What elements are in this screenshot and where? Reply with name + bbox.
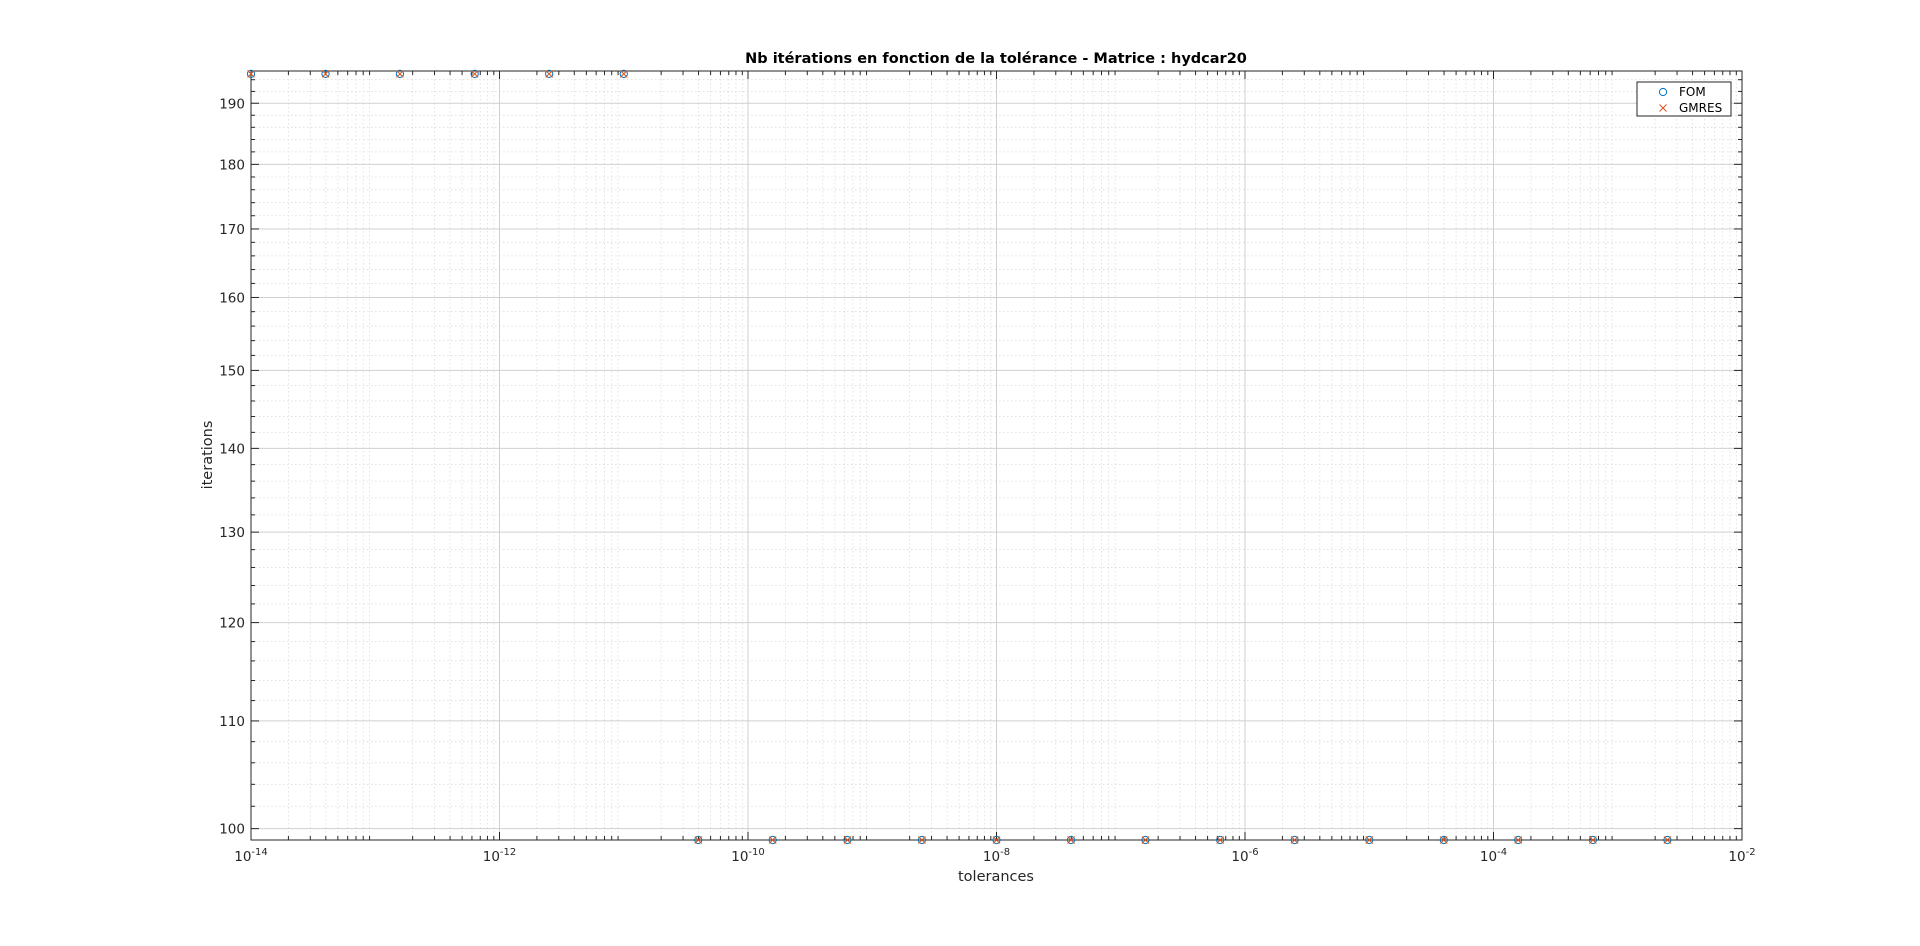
data-point-fom-circle (1588, 835, 1598, 845)
data-point-gmres-cross (619, 70, 628, 78)
data-point-gmres-cross (768, 836, 777, 844)
data-point-fom-circle (246, 69, 256, 78)
data-point-gmres-cross (1290, 836, 1299, 844)
y-tick-label: 140 (219, 441, 245, 457)
y-tick-label: 180 (219, 157, 245, 173)
cross-stroke (918, 836, 926, 844)
x-tick-label: 10-4 (1480, 847, 1507, 865)
data-point-fom-circle (619, 69, 628, 78)
x-axis-label: tolerances (958, 869, 1034, 885)
chart-title: Nb itérations en fonction de la toléranc… (745, 51, 1247, 67)
y-tick-label: 150 (219, 363, 245, 379)
data-point-gmres-cross (470, 70, 479, 78)
x-tick-label: 10-8 (983, 847, 1010, 865)
data-point-fom-circle (1439, 835, 1448, 845)
x-tick-label: 10-14 (234, 847, 268, 865)
y-tick-label: 160 (219, 290, 245, 306)
data-point-fom-circle (1290, 835, 1299, 845)
data-point-fom-circle (1066, 835, 1076, 845)
data-point-gmres-cross (396, 70, 404, 78)
x-tick-label: 10-10 (731, 847, 765, 865)
data-point-gmres-cross (992, 836, 1001, 844)
y-tick-label: 190 (219, 96, 245, 112)
cross-stroke (619, 70, 628, 78)
y-tick-label: 120 (219, 616, 245, 632)
x-tick-label: 10-6 (1231, 847, 1258, 865)
x-tick-label: 10-2 (1728, 847, 1755, 865)
data-point-gmres-cross (1141, 836, 1150, 844)
data-point-gmres-cross (1216, 836, 1225, 844)
data-point-fom-circle (768, 835, 777, 845)
cross-stroke (768, 836, 777, 844)
data-point-fom-circle (992, 835, 1001, 845)
cross-stroke (1514, 836, 1523, 844)
cross-stroke (470, 70, 479, 78)
x-tick-label: 10-12 (483, 847, 517, 865)
legend-label-gmres: GMRES (1679, 101, 1722, 115)
data-point-fom-circle (470, 69, 479, 78)
data-point-fom-circle (395, 69, 405, 78)
data-point-fom-circle (1514, 835, 1523, 845)
data-point-gmres-cross (1365, 836, 1374, 844)
data-point-gmres-cross (1659, 104, 1667, 112)
data-point-gmres-cross (321, 70, 330, 78)
cross-stroke (1365, 836, 1374, 844)
cross-stroke (694, 836, 703, 844)
data-point-fom-circle (1216, 835, 1225, 845)
data-point-gmres-cross (1589, 836, 1597, 844)
data-point-fom-circle (694, 835, 703, 845)
cross-stroke (1141, 836, 1150, 844)
cross-stroke (1216, 836, 1225, 844)
data-point-gmres-cross (1439, 836, 1448, 844)
legend-box (1636, 81, 1732, 117)
data-point-gmres-cross (1663, 836, 1672, 844)
axis-ticks (250, 71, 1743, 840)
x-tick-labels: 10-14 10-12 10-10 10-8 10-6 10-4 10-2 (234, 847, 1755, 865)
y-tick-label: 130 (219, 525, 245, 541)
data-point-gmres-cross (843, 836, 852, 844)
y-axis-label: iterations (200, 421, 216, 490)
data-point-fom-circle (1658, 87, 1668, 97)
legend: FOM GMRES (1636, 81, 1732, 117)
y-tick-label: 110 (219, 714, 245, 730)
cross-stroke (1067, 836, 1075, 844)
data-point-fom-circle (843, 835, 852, 845)
cross-stroke (1663, 836, 1672, 844)
cross-stroke (1589, 836, 1597, 844)
data-point-fom-circle (1663, 835, 1672, 845)
data-point-gmres-cross (918, 836, 926, 844)
data-point-fom-circle (917, 835, 927, 845)
y-tick-labels: 100 110 120 130 140 150 160 170 180 190 (219, 96, 245, 837)
data-point-gmres-cross (1514, 836, 1523, 844)
cross-stroke (1659, 104, 1667, 112)
y-tick-label: 170 (219, 222, 245, 238)
cross-stroke (321, 70, 330, 78)
y-tick-label: 100 (219, 822, 245, 838)
data-markers (246, 69, 1672, 845)
data-point-fom-circle (321, 69, 330, 78)
data-point-gmres-cross (1067, 836, 1075, 844)
data-point-fom-circle (1365, 835, 1374, 845)
legend-label-fom: FOM (1679, 85, 1706, 99)
cross-stroke (396, 70, 404, 78)
cross-stroke (843, 836, 852, 844)
data-point-gmres-cross (694, 836, 703, 844)
data-point-fom-circle (545, 69, 554, 78)
data-point-fom-circle (1141, 835, 1150, 845)
data-point-gmres-cross (247, 70, 255, 78)
cross-stroke (247, 70, 255, 78)
cross-stroke (545, 70, 554, 78)
data-point-gmres-cross (545, 70, 554, 78)
cross-stroke (1290, 836, 1299, 844)
cross-stroke (1439, 836, 1448, 844)
cross-stroke (992, 836, 1001, 844)
